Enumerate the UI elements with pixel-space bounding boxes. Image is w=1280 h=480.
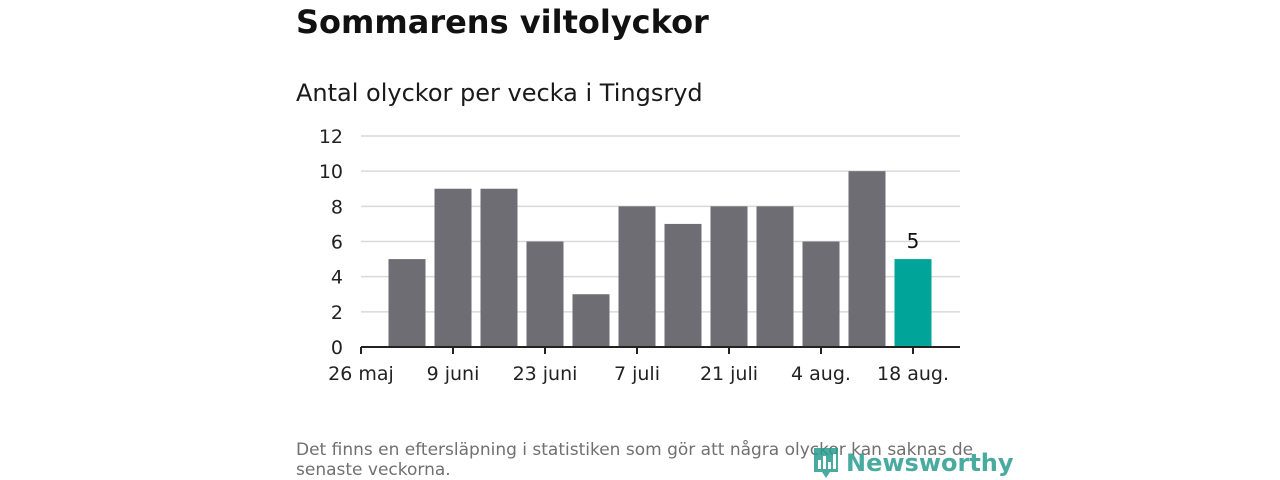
newsworthy-logo-text: Newsworthy <box>846 449 1014 477</box>
page-title: Sommarens viltolyckor <box>296 3 709 41</box>
bar <box>710 206 748 347</box>
y-tick-label: 4 <box>331 267 343 289</box>
bar <box>434 188 472 347</box>
x-tick-label: 23 juni <box>513 363 578 385</box>
data-label: 5 <box>907 229 920 253</box>
x-tick-label: 18 aug. <box>877 363 949 385</box>
bar <box>802 241 840 347</box>
x-tick-label: 21 juli <box>700 363 758 385</box>
y-tick-label: 10 <box>319 161 343 183</box>
bar <box>848 171 886 347</box>
y-tick-label: 2 <box>331 302 343 324</box>
x-tick-label: 9 juni <box>427 363 480 385</box>
bar <box>618 206 656 347</box>
bar <box>526 241 564 347</box>
bar <box>756 206 794 347</box>
bar <box>480 188 518 347</box>
x-tick-label: 26 maj <box>328 363 394 385</box>
newsworthy-logo-icon <box>814 448 838 478</box>
x-tick-label: 7 juli <box>614 363 660 385</box>
y-tick-label: 12 <box>319 126 343 148</box>
footnote: Det finns en eftersläpning i statistiken… <box>296 440 974 480</box>
y-tick-label: 8 <box>331 196 343 218</box>
chart-subtitle: Antal olyckor per vecka i Tingsryd <box>296 79 703 107</box>
y-tick-label: 0 <box>331 337 343 359</box>
bar <box>572 294 610 347</box>
newsworthy-logo: Newsworthy <box>812 446 1014 480</box>
y-tick-label: 6 <box>331 232 343 254</box>
x-tick-label: 4 aug. <box>791 363 851 385</box>
bar <box>894 259 932 347</box>
bar <box>388 259 426 347</box>
bar <box>664 223 702 347</box>
